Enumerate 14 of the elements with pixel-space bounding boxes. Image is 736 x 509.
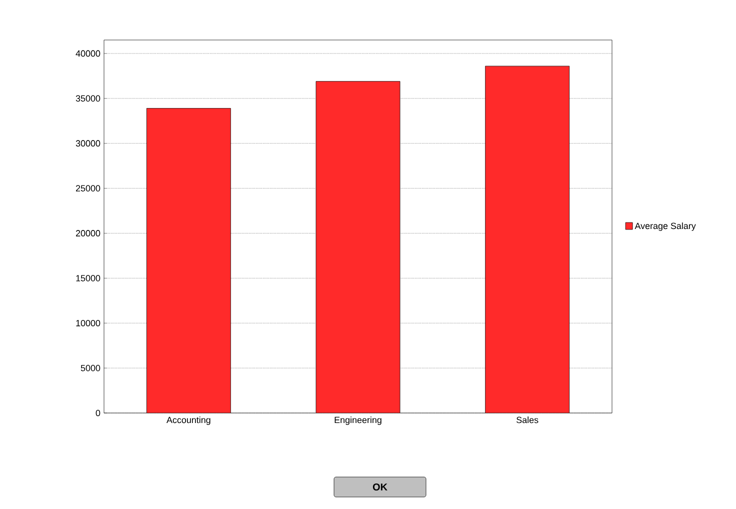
y-tick-label: 10000 <box>76 320 100 326</box>
x-tick-label: Sales <box>516 416 538 424</box>
y-tick-label: 20000 <box>76 230 100 236</box>
y-tick-label: 5000 <box>80 364 100 372</box>
y-tick-label: 25000 <box>76 185 100 192</box>
legend-label: Average Salary <box>634 222 696 231</box>
y-tick-label: 0 <box>96 410 100 416</box>
y-tick-label: 30000 <box>76 140 100 147</box>
x-tick-label: Engineering <box>334 416 382 425</box>
y-tick-label: 15000 <box>76 275 100 282</box>
x-tick-label: Accounting <box>166 416 210 425</box>
text: OK <box>372 483 388 491</box>
y-tick-label: 40000 <box>76 50 100 57</box>
y-tick-label: 35000 <box>76 95 100 102</box>
